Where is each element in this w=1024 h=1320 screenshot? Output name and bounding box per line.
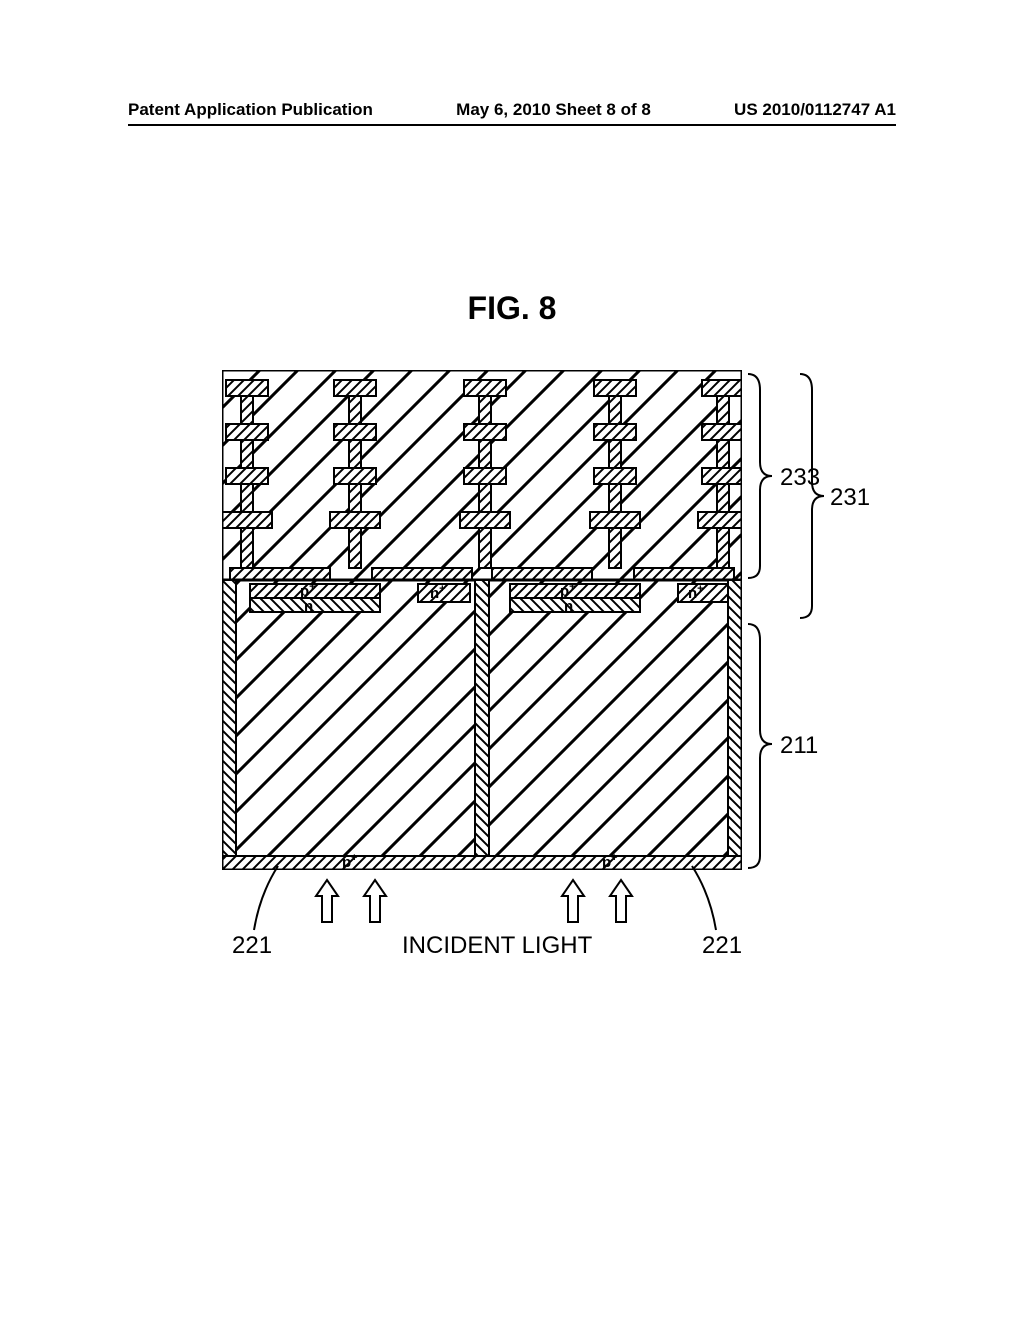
arrow-icon xyxy=(560,878,586,924)
svg-text:n: n xyxy=(304,598,313,615)
arrow-icon xyxy=(314,878,340,924)
figure-container: p+ n n+ p+ n n+ p+ p+ 233 231 211 xyxy=(222,370,862,1000)
label-233: 233 xyxy=(780,464,820,492)
header-left: Patent Application Publication xyxy=(128,100,373,120)
patent-diagram: p+ n n+ p+ n n+ p+ p+ xyxy=(222,370,742,870)
leader-right xyxy=(682,864,722,934)
header-center: May 6, 2010 Sheet 8 of 8 xyxy=(456,100,651,120)
header-rule xyxy=(128,124,896,126)
label-211: 211 xyxy=(780,732,818,760)
caption-incident-light: INCIDENT LIGHT xyxy=(402,932,592,960)
label-221-right: 221 xyxy=(702,932,742,960)
header-right: US 2010/0112747 A1 xyxy=(734,100,896,120)
svg-text:n: n xyxy=(564,598,573,615)
arrow-icon xyxy=(362,878,388,924)
arrow-icon xyxy=(608,878,634,924)
figure-title: FIG. 8 xyxy=(0,290,1024,327)
page-header: Patent Application Publication May 6, 20… xyxy=(0,100,1024,120)
leader-left xyxy=(250,864,290,934)
braces xyxy=(744,370,834,870)
label-231: 231 xyxy=(830,484,870,512)
label-221-left: 221 xyxy=(232,932,272,960)
